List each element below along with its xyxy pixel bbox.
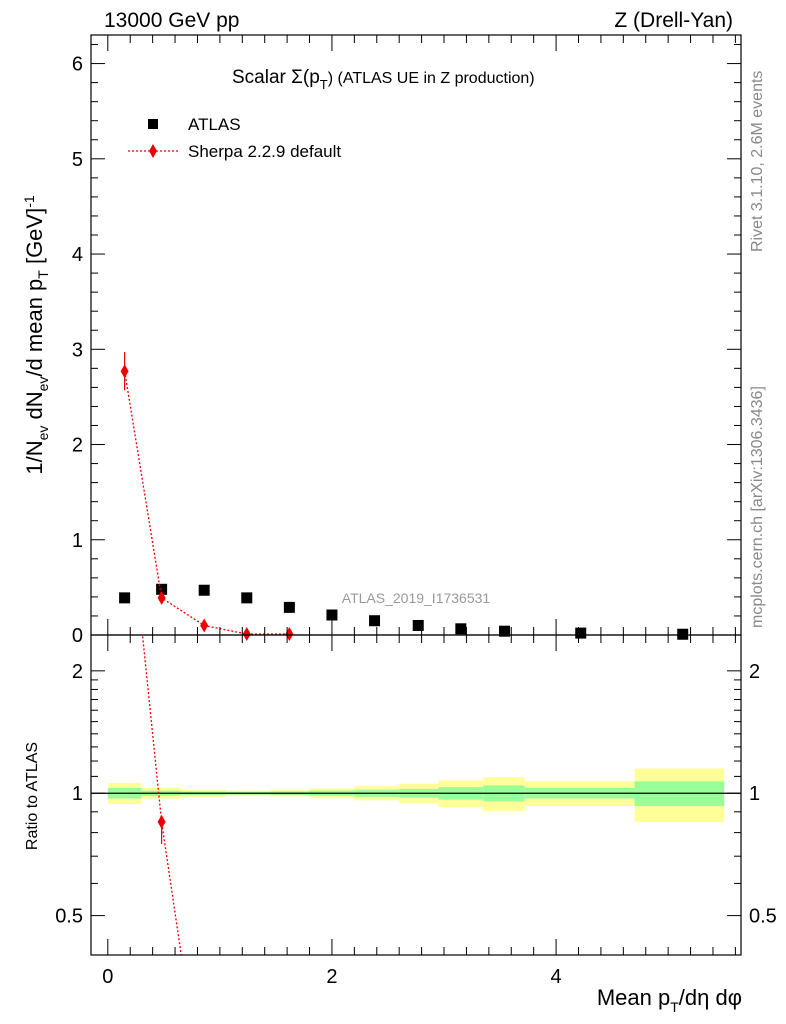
atlas-point xyxy=(412,619,424,631)
header-right: Z (Drell-Yan) xyxy=(614,9,733,32)
y-tick-label: 1 xyxy=(72,530,83,552)
x-tick-label: 0 xyxy=(102,966,113,988)
x-axis-label: Mean pT/dη dφ xyxy=(597,985,742,1015)
sherpa-point xyxy=(120,364,129,379)
atlas-point xyxy=(198,584,210,596)
legend-sherpa-marker xyxy=(149,144,157,158)
x-tick-label: 4 xyxy=(551,966,562,988)
atlas-point xyxy=(575,627,587,639)
ratio-y-tick-label-right: 2 xyxy=(749,661,760,683)
sherpa-point xyxy=(200,618,209,633)
chart-title-tail: ) (ATLAS UE in Z production) xyxy=(328,70,535,87)
atlas-point xyxy=(119,592,131,604)
y-axis-label-c: /d mean p xyxy=(22,279,47,377)
ratio-y-tick-label: 0.5 xyxy=(55,906,83,928)
legend-sherpa-label: Sherpa 2.2.9 default xyxy=(188,142,341,161)
atlas-point xyxy=(326,609,338,621)
y-tick-label: 0 xyxy=(72,625,83,647)
x-tick-label: 2 xyxy=(326,966,337,988)
y-axis-label-a-sub: ev xyxy=(35,426,51,441)
atlas-point xyxy=(241,592,253,604)
analysis-label: ATLAS_2019_I1736531 xyxy=(342,590,491,606)
chart-title: Scalar Σ(pT) (ATLAS UE in Z production) xyxy=(232,67,535,92)
y-tick-label: 5 xyxy=(72,149,83,171)
legend-atlas-marker xyxy=(148,119,158,129)
y-axis-label-d-sup: -1 xyxy=(21,195,37,208)
chart-title-main: Scalar Σ(p xyxy=(232,67,320,88)
atlas-point xyxy=(283,601,295,613)
y-axis-label: 1/Nev dNev/d mean pT [GeV]-1 xyxy=(21,195,51,475)
y-tick-label: 3 xyxy=(72,339,83,361)
y-tick-label: 4 xyxy=(72,244,83,266)
x-axis-label-main: Mean p xyxy=(597,985,670,1010)
y-axis-label-c-sub: T xyxy=(35,270,51,279)
ratio-frame xyxy=(90,634,742,956)
y-axis-label-b: dN xyxy=(22,391,47,425)
sherpa-point xyxy=(157,590,166,605)
atlas-point xyxy=(369,615,381,627)
header-left: 13000 GeV pp xyxy=(104,9,239,32)
atlas-point xyxy=(156,583,168,595)
legend-atlas-label: ATLAS xyxy=(188,115,241,134)
atlas-point xyxy=(677,628,689,640)
atlas-point xyxy=(455,623,467,635)
y-axis-label-a: 1/N xyxy=(22,440,47,474)
y-tick-label: 2 xyxy=(72,435,83,457)
sherpa-point xyxy=(242,627,251,642)
sherpa-point xyxy=(285,627,294,642)
chart-title-sub: T xyxy=(320,77,328,92)
rivet-label: Rivet 3.1.10, 2.6M events xyxy=(749,71,766,252)
ratio-y-tick-label: 1 xyxy=(72,783,83,805)
ratio-y-axis-label: Ratio to ATLAS xyxy=(24,742,41,850)
ratio-y-tick-label-right: 0.5 xyxy=(749,906,777,928)
legend: ATLAS Sherpa 2.2.9 default xyxy=(128,115,341,161)
mcplots-label: mcplots.cern.ch [arXiv:1306.3436] xyxy=(749,386,766,628)
ratio-y-tick-label: 2 xyxy=(72,661,83,683)
ratio-sherpa-line xyxy=(141,635,182,955)
y-tick-label: 6 xyxy=(72,54,83,76)
atlas-point xyxy=(499,625,511,637)
x-axis-label-sub: T xyxy=(670,999,679,1015)
ratio-y-tick-label-right: 1 xyxy=(749,783,760,805)
y-axis-label-b-sub: ev xyxy=(35,377,51,392)
x-axis-label-tail: /dη dφ xyxy=(679,985,742,1010)
y-axis-label-d: [GeV] xyxy=(22,208,47,270)
ratio-sherpa-point xyxy=(157,814,166,829)
